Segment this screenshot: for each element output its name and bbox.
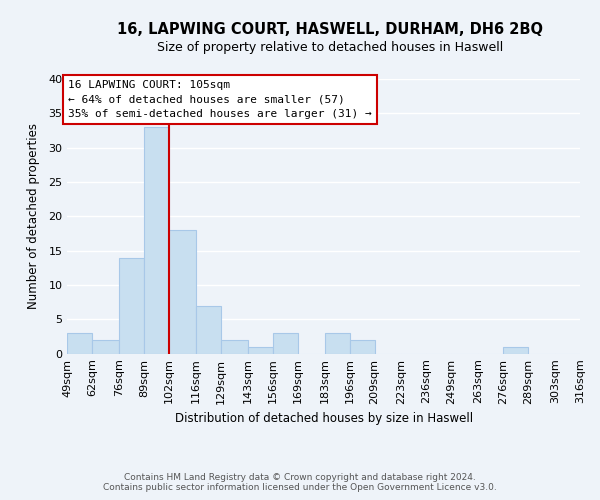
Bar [169, 230, 196, 354]
X-axis label: Distribution of detached houses by size in Haswell: Distribution of detached houses by size … [175, 412, 473, 425]
Bar [144, 127, 169, 354]
Bar [248, 347, 273, 354]
Text: 16, LAPWING COURT, HASWELL, DURHAM, DH6 2BQ: 16, LAPWING COURT, HASWELL, DURHAM, DH6 … [117, 22, 543, 38]
Bar [92, 340, 119, 353]
Bar [67, 333, 92, 353]
Text: Contains HM Land Registry data © Crown copyright and database right 2024.: Contains HM Land Registry data © Crown c… [124, 472, 476, 482]
Text: Contains public sector information licensed under the Open Government Licence v3: Contains public sector information licen… [103, 484, 497, 492]
Bar [119, 258, 144, 354]
Bar [221, 340, 248, 353]
Y-axis label: Number of detached properties: Number of detached properties [27, 124, 40, 310]
Text: Size of property relative to detached houses in Haswell: Size of property relative to detached ho… [157, 41, 503, 54]
Bar [503, 347, 528, 354]
Bar [325, 333, 350, 353]
Bar [273, 333, 298, 353]
Bar [196, 306, 221, 354]
Text: 16 LAPWING COURT: 105sqm
← 64% of detached houses are smaller (57)
35% of semi-d: 16 LAPWING COURT: 105sqm ← 64% of detach… [68, 80, 372, 119]
Bar [350, 340, 374, 353]
